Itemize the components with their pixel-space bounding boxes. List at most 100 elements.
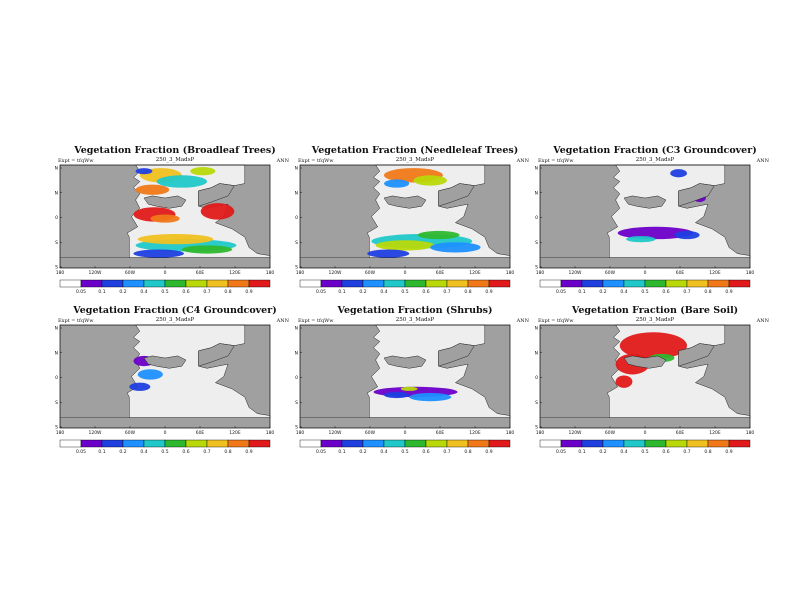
colorbar-label: 0.6	[662, 289, 669, 295]
colorbar-label: 0.7	[443, 449, 450, 455]
latitude-label: 45N	[55, 350, 58, 356]
colorbar-swatch	[320, 279, 343, 288]
panel-title: Vegetation Fraction (C3 Groundcover)	[553, 145, 757, 156]
latitude-label: 90S	[55, 265, 58, 271]
colorbar-swatch	[707, 439, 730, 448]
colorbar: 0.05 0.1 0.2 0.4 0.5 0.6 0.7 0.8 0.9	[59, 279, 271, 295]
colorbar-swatch	[404, 279, 427, 288]
colorbar-swatch	[488, 439, 511, 448]
map-plot: 90N45N045S90S180120W60W060E120E1800.050.…	[295, 324, 515, 455]
map-plot: 90N45N045S90S180120W60W060E120E1800.050.…	[55, 324, 274, 455]
map-plot: 90N45N045S90S180120W60W060E120E1800.050.…	[535, 324, 755, 455]
longitude-label: 120E	[229, 430, 241, 436]
colorbar-label: 0.2	[359, 289, 366, 295]
colorbar-swatch	[143, 279, 166, 288]
vegetation-patch	[156, 175, 207, 188]
colorbar-swatch	[665, 439, 688, 448]
vegetation-patch	[615, 375, 633, 388]
inland-sea	[623, 355, 667, 369]
longitude-label: 60W	[365, 430, 376, 436]
panel-title: Vegetation Fraction (Needleleaf Trees)	[311, 145, 519, 156]
colorbar-label: 0.05	[556, 449, 566, 455]
vegetation-patch	[417, 230, 460, 240]
colorbar-label: 0.8	[224, 289, 231, 295]
colorbar-label: 0.1	[338, 289, 345, 295]
colorbar-swatch	[467, 279, 490, 288]
colorbar-label: 0.8	[704, 289, 711, 295]
inland-sea	[623, 195, 667, 209]
longitude-label: 120W	[568, 430, 582, 436]
longitude-label: 180	[746, 430, 755, 436]
colorbar-swatch	[80, 439, 103, 448]
colorbar-swatch	[560, 279, 583, 288]
colorbar-label: 0.05	[76, 289, 86, 295]
colorbar-label: 0.5	[401, 289, 408, 295]
colorbar-label: 0.05	[316, 449, 326, 455]
colorbar-swatch	[539, 439, 562, 448]
longitude-label: 180	[56, 430, 65, 436]
latitude-label: 0	[535, 215, 538, 221]
map-plot: 90N45N045S90S180120W60W060E120E1800.050.…	[295, 164, 515, 295]
vegetation-patch	[133, 249, 184, 258]
longitude-label: 180	[506, 430, 515, 436]
longitude-label: 60W	[605, 270, 616, 276]
latitude-label: 45S	[535, 240, 538, 246]
longitude-label: 60W	[125, 270, 136, 276]
latitude-label: 0	[295, 215, 298, 221]
colorbar-swatch	[728, 279, 751, 288]
longitude-label: 60W	[605, 430, 616, 436]
longitude-label: 180	[56, 270, 65, 276]
colorbar-swatch	[425, 439, 448, 448]
longitude-label: 120W	[568, 270, 582, 276]
panel-title: Vegetation Fraction (C4 Groundcover)	[73, 305, 277, 316]
longitude-label: 180	[536, 270, 545, 276]
latitude-label: 90N	[535, 166, 538, 172]
colorbar-label: 0.8	[464, 449, 471, 455]
longitude-label: 120W	[328, 430, 342, 436]
colorbar-swatch	[248, 279, 271, 288]
longitude-label: 120W	[88, 430, 102, 436]
colorbar-swatch	[446, 279, 469, 288]
colorbar-label: 0.8	[704, 449, 711, 455]
experiment-label: Expt = tfqWw	[538, 318, 574, 324]
colorbar-label: 0.2	[599, 289, 606, 295]
colorbar-label: 0.5	[641, 449, 648, 455]
colorbar-label: 0.9	[725, 289, 732, 295]
vegetation-patch	[135, 184, 170, 195]
map-plot: 90N45N045S90S180120W60W060E120E1800.050.…	[535, 164, 755, 295]
latitude-label: 90N	[535, 326, 538, 332]
map-panel: Vegetation Fraction (Bare Soil) 250_3_Mad…	[535, 305, 775, 475]
experiment-label: Expt = tfqWw	[58, 158, 94, 164]
vegetation-patch	[409, 392, 452, 402]
inland-sea	[198, 183, 235, 207]
colorbar-swatch	[80, 279, 103, 288]
latitude-label: 90S	[55, 425, 58, 431]
season-label: ANN	[516, 158, 529, 164]
colorbar-label: 0.6	[182, 289, 189, 295]
colorbar-label: 0.9	[245, 449, 252, 455]
season-label: ANN	[756, 158, 769, 164]
vegetation-patch	[674, 230, 700, 240]
season-label: ANN	[756, 318, 769, 324]
latitude-label: 90N	[295, 166, 298, 172]
colorbar-swatch	[644, 279, 667, 288]
latitude-label: 45N	[535, 350, 538, 356]
vegetation-patch	[190, 167, 216, 176]
vegetation-patch	[413, 175, 447, 186]
longitude-label: 180	[746, 270, 755, 276]
colorbar-swatch	[362, 279, 385, 288]
map-panel: Vegetation Fraction (C4 Groundcover) 250_…	[55, 305, 295, 475]
latitude-label: 0	[55, 375, 58, 381]
longitude-label: 120W	[328, 270, 342, 276]
panel-subtitle: 250_3_MadsP	[635, 317, 675, 323]
longitude-label: 180	[506, 270, 515, 276]
colorbar-label: 0.7	[203, 449, 210, 455]
colorbar-label: 0.9	[245, 289, 252, 295]
longitude-label: 180	[296, 430, 305, 436]
vegetation-patch	[384, 391, 410, 399]
colorbar-swatch	[686, 279, 709, 288]
vegetation-patch	[181, 245, 233, 254]
colorbar-label: 0.4	[380, 449, 387, 455]
colorbar-swatch	[581, 439, 604, 448]
latitude-label: 45S	[55, 240, 58, 246]
